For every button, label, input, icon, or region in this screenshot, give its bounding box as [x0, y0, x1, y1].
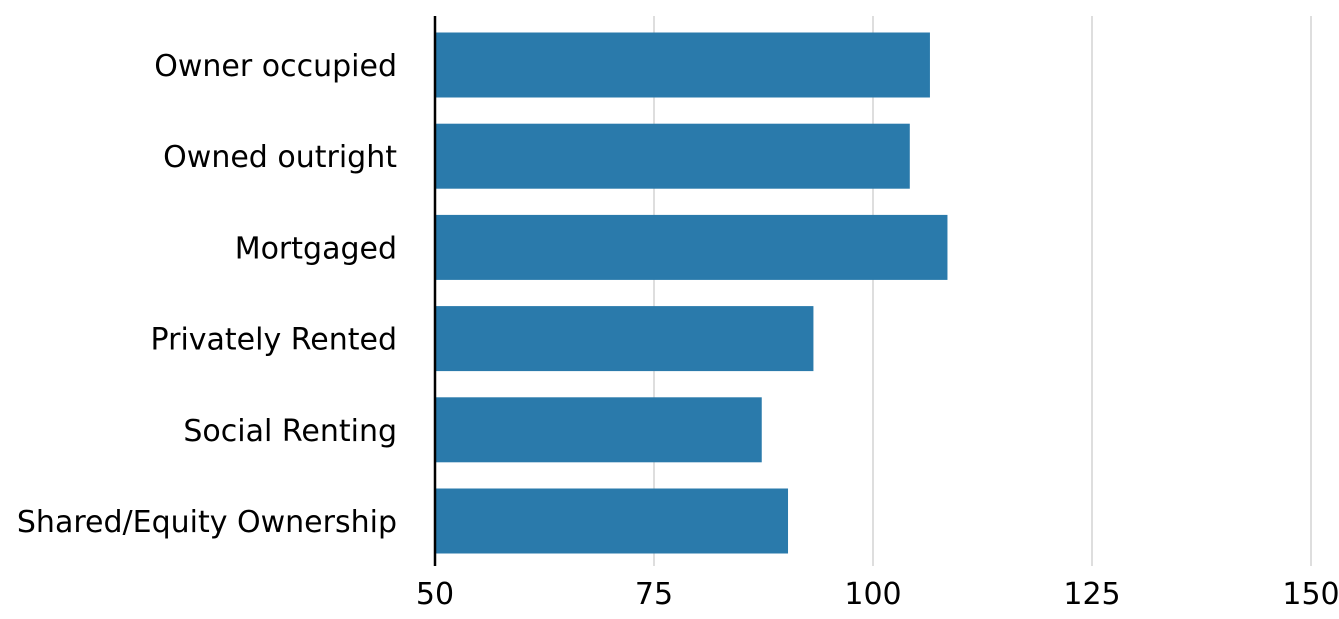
- x-tick-label: 75: [635, 577, 673, 612]
- category-labels: Owner occupied Owned outright Mortgaged Pri…: [17, 49, 397, 540]
- bars: [435, 32, 948, 554]
- x-tick-label: 125: [1063, 577, 1120, 612]
- x-tick-label: 100: [844, 577, 901, 612]
- category-label: Privately Rented: [151, 323, 397, 358]
- category-label: Owned outright: [163, 140, 397, 175]
- category-label: Mortgaged: [235, 231, 397, 266]
- x-tick-label: 150: [1282, 577, 1339, 612]
- bar: [435, 488, 789, 554]
- bar: [435, 306, 814, 372]
- grid-lines: [653, 16, 1312, 566]
- bar: [435, 214, 948, 280]
- bar: [435, 123, 910, 189]
- category-label: Social Renting: [183, 414, 397, 449]
- category-label: Owner occupied: [154, 49, 397, 84]
- x-tick-label: 50: [416, 577, 454, 612]
- bar: [435, 397, 762, 463]
- category-label: Shared/Equity Ownership: [17, 505, 397, 540]
- bar: [435, 32, 930, 98]
- x-tick-labels: 50 75 100 125 150: [416, 577, 1339, 612]
